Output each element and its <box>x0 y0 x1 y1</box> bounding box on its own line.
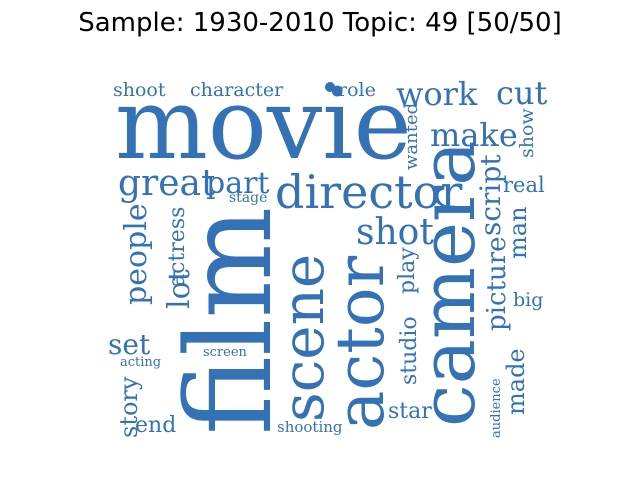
word-wanted: wanted <box>401 103 422 170</box>
word-story: story <box>115 376 143 438</box>
word-made: made <box>502 348 530 415</box>
word-picture: picture <box>482 236 512 331</box>
word-shoot: shoot <box>113 79 166 101</box>
word-acting: acting <box>120 355 161 370</box>
word-star: star <box>388 399 432 424</box>
word-big: big <box>513 289 543 311</box>
word-shot: shot <box>356 212 434 253</box>
word-camera: camera <box>403 140 492 427</box>
word-great: great <box>118 163 216 204</box>
word-actress: actress <box>165 207 190 287</box>
word-scene: scene <box>269 254 337 422</box>
word-shooting: shooting <box>277 418 343 436</box>
word-people: people <box>119 203 154 305</box>
word-screen: screen <box>203 345 248 360</box>
word-character: character <box>190 79 284 101</box>
word-man: man <box>504 206 532 259</box>
word-work: work <box>396 75 478 113</box>
word-end: end <box>135 413 176 438</box>
word-show: show <box>516 108 538 158</box>
word-set: set <box>108 328 151 361</box>
word-movie: movie <box>115 68 412 182</box>
word-audience: audience <box>489 378 504 438</box>
chart-title: Sample: 1930-2010 Topic: 49 [50/50] <box>78 8 562 38</box>
bullet-dot <box>325 82 335 92</box>
word-make: make <box>430 116 518 154</box>
word-film: film <box>160 207 298 435</box>
word-part: part <box>206 166 270 201</box>
word-stage: stage <box>229 190 267 206</box>
word-actor: actor <box>322 255 399 430</box>
word-play: play <box>395 247 420 294</box>
word-studio: studio <box>397 316 422 385</box>
word-cut: cut <box>496 74 548 112</box>
word-script: script <box>474 154 507 236</box>
word-real: real <box>503 173 545 197</box>
word-role: role <box>338 79 376 101</box>
word-director: director <box>275 165 462 219</box>
word-lot: lot <box>162 269 197 309</box>
